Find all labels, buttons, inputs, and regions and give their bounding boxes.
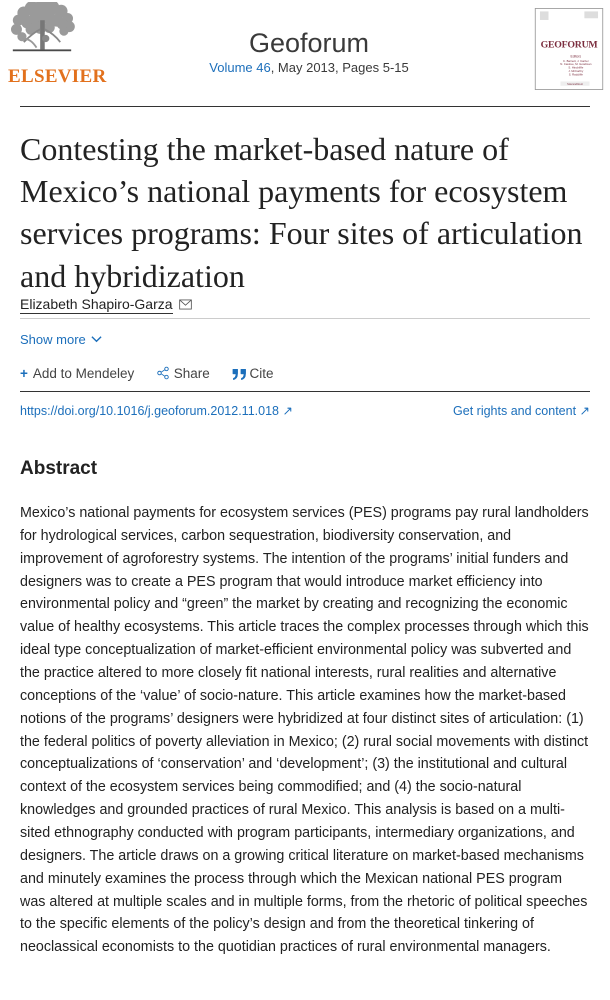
svg-text:S. Radcliffe: S. Radcliffe bbox=[569, 72, 584, 76]
svg-text:ScienceDirect: ScienceDirect bbox=[567, 82, 583, 86]
svg-text:Editors: Editors bbox=[571, 55, 582, 59]
svg-text:GEOFORUM: GEOFORUM bbox=[541, 39, 598, 50]
